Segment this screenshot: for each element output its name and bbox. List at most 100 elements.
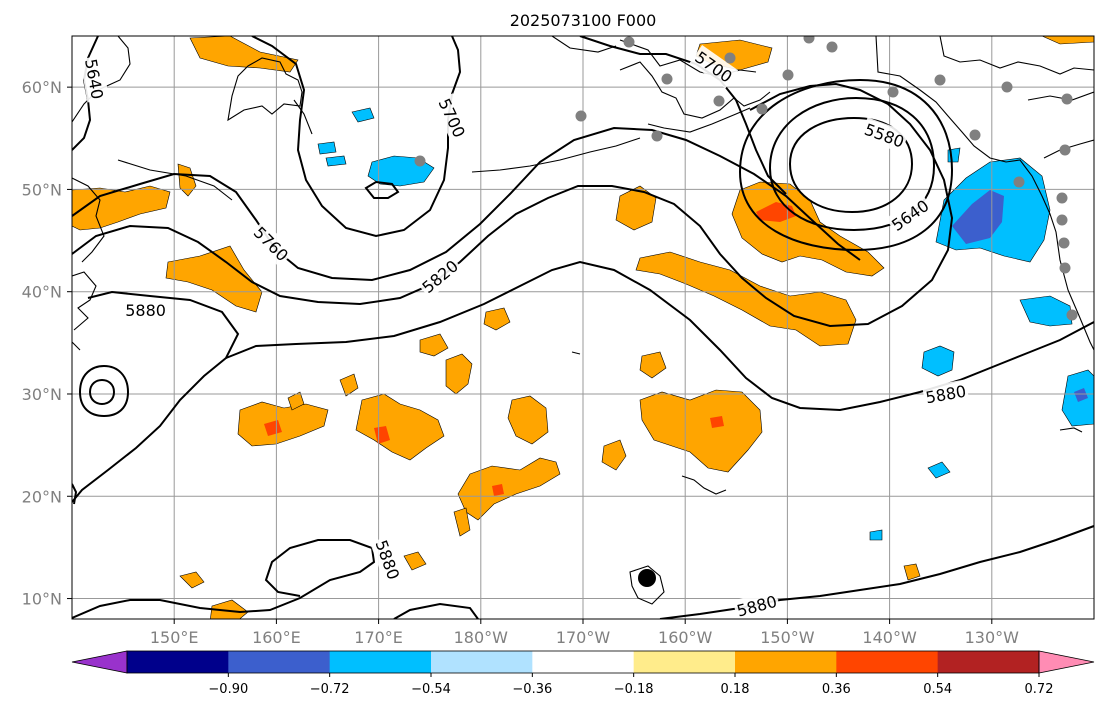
- warm-patch: [1041, 36, 1094, 45]
- contour-label: 5880: [123, 299, 168, 322]
- height-contours: [72, 36, 1094, 619]
- coastlines: [72, 36, 1094, 605]
- contour-high-inner: [88, 378, 116, 406]
- station-dot: [623, 36, 635, 48]
- coastline: [293, 99, 313, 135]
- warm-patch: [639, 389, 763, 473]
- contour-label-bg: [689, 45, 739, 89]
- cool-patch: [1019, 295, 1073, 327]
- contour-label-bg: [922, 379, 970, 409]
- colorbar-segment: [532, 651, 635, 673]
- colorbar-segment: [431, 651, 533, 673]
- warm-patch: [445, 353, 473, 395]
- cool-deep-patch: [1074, 388, 1088, 402]
- cool-patch: [325, 155, 347, 167]
- map-title: 2025073100 F000: [510, 11, 657, 30]
- lon-tick-label: 150°E: [150, 628, 199, 647]
- warm-patch: [177, 163, 197, 197]
- contour-5880-south: [72, 539, 376, 619]
- warm-patch: [639, 351, 667, 379]
- station-dot: [575, 110, 587, 122]
- station-dot: [782, 69, 794, 81]
- warm-patch: [165, 245, 263, 313]
- lon-tick-label: 180°W: [454, 628, 509, 647]
- station-dot: [1061, 93, 1073, 105]
- lat-tick-label: 10°N: [22, 590, 62, 609]
- coastline: [1043, 139, 1094, 159]
- contour-high-outer: [78, 364, 130, 418]
- coastline: [681, 475, 727, 495]
- warm-patch: [453, 507, 471, 537]
- colorbar-tick-label: −0.72: [310, 682, 350, 697]
- coastline: [72, 341, 81, 351]
- lon-tick-label: 160°E: [252, 628, 301, 647]
- map-area: 5640570057005580564057605820588058805880…: [72, 36, 1094, 619]
- contour-5880: [72, 290, 240, 503]
- station-dot: [651, 130, 663, 142]
- warm-patch: [419, 333, 449, 357]
- lat-tick-label: 20°N: [22, 487, 62, 506]
- colorbar-tick-label: −0.54: [411, 682, 451, 697]
- colorbar-tick-label: −0.18: [614, 682, 654, 697]
- hot-patch: [710, 416, 724, 428]
- station-dot: [887, 86, 899, 98]
- coastline: [629, 565, 665, 605]
- lon-tick-label: 170°E: [354, 628, 403, 647]
- colorbar-segment: [633, 651, 736, 673]
- station-dot: [1058, 237, 1070, 249]
- coastline: [72, 36, 131, 123]
- colorbar-extend-high: [1038, 650, 1095, 674]
- cool-patch: [927, 461, 951, 479]
- contour-label-bg: [79, 55, 110, 103]
- lon-tick-label: 140°W: [862, 628, 917, 647]
- coastline: [72, 177, 105, 263]
- station-dot: [713, 95, 725, 107]
- coastline: [227, 57, 303, 122]
- coastline: [471, 137, 641, 173]
- station-dot: [1066, 309, 1078, 321]
- lon-tick-label: 130°W: [965, 628, 1020, 647]
- contour-label-bg: [415, 253, 464, 299]
- colorbar-segment: [735, 651, 837, 673]
- warm-patch: [179, 571, 205, 589]
- coastline: [1059, 427, 1083, 433]
- station-dot: [414, 155, 426, 167]
- hot-patch: [264, 420, 282, 436]
- station-dot: [1001, 81, 1013, 93]
- contour-5820: [72, 82, 954, 328]
- contour-5640-ring: [738, 78, 954, 252]
- lat-tick-label: 40°N: [22, 283, 62, 302]
- station-dot: [1056, 214, 1068, 226]
- contour-5580-ring1: [788, 116, 914, 214]
- lon-tick-label: 150°W: [760, 628, 815, 647]
- contour-5880-se-lobe: [393, 602, 479, 619]
- contour-label-bg: [860, 117, 909, 154]
- contour-5760: [72, 126, 861, 282]
- coastline: [571, 351, 581, 355]
- lon-tick-label: 170°W: [556, 628, 611, 647]
- station-dot: [1059, 262, 1071, 274]
- warm-patch: [507, 395, 549, 445]
- colorbar-frame: [126, 650, 1040, 674]
- lat-tick-label: 30°N: [22, 385, 62, 404]
- cool-patch: [317, 141, 337, 155]
- contour-5880-main: [225, 260, 1094, 412]
- station-dot: [1056, 192, 1068, 204]
- typhoon-center-marker: [638, 569, 656, 587]
- colorbar: −0.90 −0.72 −0.54 −0.36 −0.18 0.18 0.36 0.54 0.7…: [71, 650, 1095, 697]
- contour-5580-ring2: [768, 96, 936, 232]
- coastline: [117, 159, 233, 201]
- coastline: [939, 36, 1094, 75]
- colorbar-tick-label: −0.36: [512, 682, 552, 697]
- latitude-ticks: 10°N 20°N 30°N 40°N 50°N 60°N: [22, 78, 72, 609]
- station-dot: [1013, 176, 1025, 188]
- contour-5880-southeast: [659, 525, 1094, 619]
- warm-patch: [483, 307, 511, 331]
- colorbar-tick-label: −0.90: [208, 682, 248, 697]
- warm-patch: [189, 36, 299, 73]
- contour-label-text: 5880: [125, 301, 166, 320]
- contour-label: 5640: [79, 55, 110, 103]
- warm-patch: [903, 563, 921, 581]
- warm-patch: [72, 185, 171, 231]
